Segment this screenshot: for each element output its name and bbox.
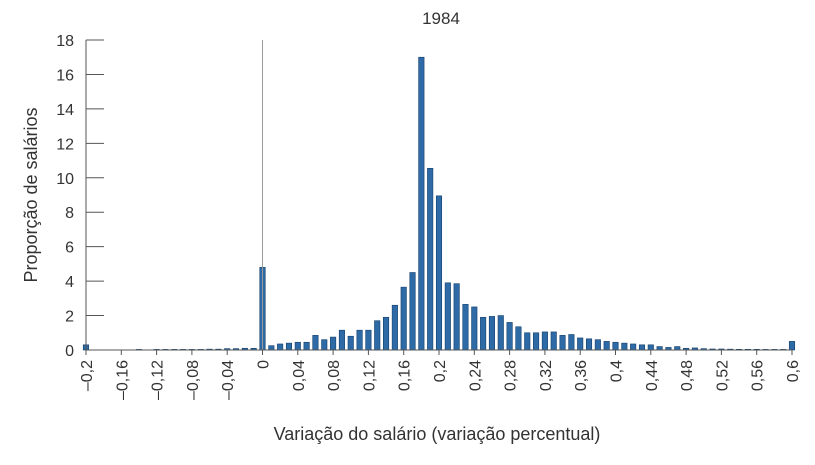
bar-50 bbox=[577, 337, 584, 351]
bar-52 bbox=[594, 339, 601, 351]
y-tick-label-0: 0 bbox=[65, 343, 74, 360]
bar-74 bbox=[788, 341, 796, 351]
x-tick-label-0: –0,2 bbox=[79, 360, 96, 391]
x-tick-label-17: 0,48 bbox=[679, 360, 696, 391]
bar-39 bbox=[480, 316, 487, 351]
x-tick-label-20: 0,6 bbox=[785, 360, 802, 382]
x-tick-label-13: 0,32 bbox=[538, 360, 555, 391]
y-tick-label-3: 6 bbox=[65, 240, 74, 257]
x-tick-label-9: 0,16 bbox=[397, 360, 414, 391]
x-tick-label-11: 0,24 bbox=[467, 360, 484, 391]
bar-37 bbox=[462, 304, 469, 351]
bar-51 bbox=[585, 338, 593, 351]
x-tick-label-14: 0,36 bbox=[573, 360, 590, 391]
y-tick-label-6: 12 bbox=[56, 136, 74, 153]
bar-61 bbox=[674, 346, 681, 351]
bar-32 bbox=[418, 56, 425, 351]
y-axis-label: Proporção de salários bbox=[21, 107, 41, 282]
bar-26 bbox=[365, 329, 372, 351]
bar-18 bbox=[294, 341, 301, 351]
x-tick-label-8: 0,12 bbox=[361, 360, 378, 391]
bar-40 bbox=[488, 316, 495, 351]
bar-47 bbox=[550, 331, 557, 351]
bar-53 bbox=[603, 341, 610, 351]
bar-58 bbox=[647, 344, 654, 351]
bar-21 bbox=[321, 339, 328, 351]
bar-33 bbox=[427, 168, 434, 351]
bar-16 bbox=[277, 343, 284, 351]
x-tick-label-18: 0,52 bbox=[714, 360, 731, 391]
x-tick-label-12: 0,28 bbox=[503, 360, 520, 391]
bar-35 bbox=[444, 282, 451, 351]
bar-56 bbox=[630, 343, 637, 351]
bar-24 bbox=[347, 335, 354, 351]
x-tick-label-16: 0,44 bbox=[644, 360, 661, 391]
bar-23 bbox=[338, 329, 345, 351]
x-tick-label-6: 0,04 bbox=[291, 360, 308, 391]
bar-15 bbox=[268, 345, 275, 351]
bar-57 bbox=[638, 344, 646, 351]
x-tick-label-2: –0,12 bbox=[150, 360, 167, 400]
x-tick-label-4: –0,04 bbox=[220, 360, 237, 400]
bar-34 bbox=[435, 195, 443, 351]
y-tick-label-4: 8 bbox=[65, 205, 74, 222]
x-tick-label-10: 0,2 bbox=[432, 360, 449, 382]
bar-45 bbox=[533, 332, 540, 351]
bar-31 bbox=[409, 272, 416, 351]
bar-25 bbox=[356, 329, 363, 351]
bar-29 bbox=[391, 304, 398, 351]
bar-38 bbox=[471, 306, 478, 351]
bar-54 bbox=[612, 341, 619, 351]
y-tick-label-1: 2 bbox=[65, 309, 74, 326]
x-tick-label-7: 0,08 bbox=[326, 360, 343, 391]
x-tick-label-15: 0,4 bbox=[609, 360, 626, 382]
bar-17 bbox=[285, 342, 293, 351]
bar-22 bbox=[330, 336, 337, 351]
y-tick-label-5: 10 bbox=[56, 171, 74, 188]
chart-title: 1984 bbox=[422, 9, 460, 28]
y-tick-label-9: 18 bbox=[56, 33, 74, 50]
bar-49 bbox=[568, 334, 575, 351]
bar-30 bbox=[400, 286, 407, 351]
bar-48 bbox=[559, 335, 566, 351]
x-tick-label-3: –0,08 bbox=[185, 360, 202, 400]
bar-42 bbox=[506, 322, 513, 351]
bar-41 bbox=[497, 315, 504, 351]
bar-28 bbox=[383, 316, 390, 351]
y-tick-label-2: 4 bbox=[65, 274, 74, 291]
x-axis-label: Variação do salário (variação percentual… bbox=[274, 424, 601, 444]
bars-group bbox=[82, 56, 796, 351]
x-tick-label-1: –0,16 bbox=[114, 360, 131, 400]
bar-43 bbox=[515, 326, 522, 351]
bar-36 bbox=[453, 283, 460, 351]
x-tick-label-5: 0 bbox=[256, 360, 273, 369]
y-ticks-group: 0 2 4 6 8 10 12 14 16 18 bbox=[56, 33, 104, 360]
bar-19 bbox=[303, 341, 310, 351]
x-tick-label-19: 0,56 bbox=[750, 360, 767, 391]
bar-59 bbox=[656, 346, 663, 351]
bar-55 bbox=[621, 342, 628, 351]
y-tick-label-8: 16 bbox=[56, 67, 74, 84]
bar-44 bbox=[524, 332, 531, 351]
bar-46 bbox=[541, 331, 548, 351]
bar-27 bbox=[374, 320, 381, 351]
x-ticks-group: –0,2 –0,16 –0,12 –0,08 –0,04 0 0,04 0,08 0,12 0,1… bbox=[79, 350, 802, 400]
bar-20 bbox=[312, 335, 319, 351]
y-tick-label-7: 14 bbox=[56, 102, 74, 119]
